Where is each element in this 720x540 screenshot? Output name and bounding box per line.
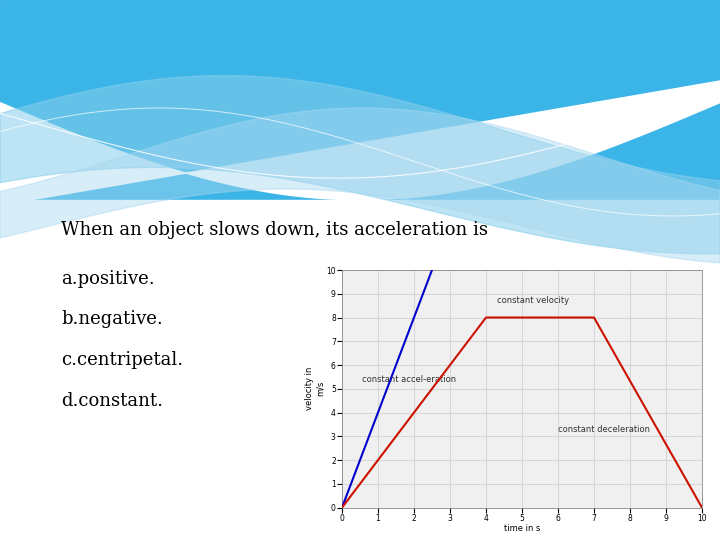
Polygon shape <box>0 76 720 254</box>
Polygon shape <box>0 108 720 263</box>
Y-axis label: velocity in
m/s: velocity in m/s <box>305 367 325 410</box>
Text: c.centripetal.: c.centripetal. <box>61 351 184 369</box>
Text: d.constant.: d.constant. <box>61 392 163 409</box>
Text: a.positive.: a.positive. <box>61 270 155 288</box>
Text: constant deceleration: constant deceleration <box>558 424 650 434</box>
Bar <box>0 0 720 200</box>
Text: b.negative.: b.negative. <box>61 310 163 328</box>
Text: constant velocity: constant velocity <box>497 296 569 305</box>
Bar <box>0 200 720 540</box>
Text: constant accel-eration: constant accel-eration <box>362 375 456 384</box>
Text: When an object slows down, its acceleration is: When an object slows down, its accelerat… <box>61 221 488 239</box>
Polygon shape <box>0 81 720 205</box>
X-axis label: time in s: time in s <box>504 524 540 533</box>
